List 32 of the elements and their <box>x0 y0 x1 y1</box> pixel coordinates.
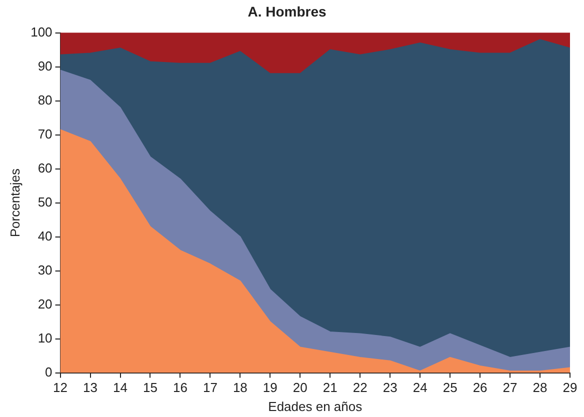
y-tick-label: 90 <box>38 58 52 74</box>
y-tick-label: 100 <box>30 24 52 40</box>
x-tick-label: 20 <box>292 380 308 396</box>
x-tick-label: 28 <box>532 380 548 396</box>
x-tick-label: 15 <box>143 380 158 396</box>
x-tick-label: 12 <box>53 380 68 396</box>
x-axis-title: Edades en años <box>268 398 363 414</box>
x-tick-label: 19 <box>262 380 278 396</box>
y-tick-label: 80 <box>38 92 52 108</box>
y-axis-title: Porcentajes <box>7 168 22 238</box>
x-tick-label: 26 <box>472 380 488 396</box>
x-tick-label: 14 <box>113 380 128 396</box>
x-tick-label: 16 <box>172 380 188 396</box>
x-tick-label: 23 <box>382 380 398 396</box>
y-tick-label: 20 <box>38 296 52 312</box>
x-tick-label: 21 <box>322 380 338 396</box>
x-tick-label: 18 <box>232 380 248 396</box>
x-tick-label: 29 <box>562 380 578 396</box>
x-tick-label: 17 <box>202 380 218 396</box>
y-tick-label: 30 <box>38 262 52 278</box>
x-tick-label: 22 <box>352 380 368 396</box>
y-tick-label: 60 <box>38 160 52 176</box>
chart-title: A. Hombres <box>248 3 326 20</box>
x-tick-label: 24 <box>412 380 428 396</box>
y-tick-label: 50 <box>38 194 52 210</box>
y-tick-label: 40 <box>38 228 52 244</box>
y-tick-label: 70 <box>38 126 52 142</box>
x-tick-label: 25 <box>442 380 458 396</box>
x-tick-label: 13 <box>83 380 98 396</box>
y-tick-label: 10 <box>38 330 52 346</box>
y-tick-label: 0 <box>45 364 52 380</box>
x-tick-label: 27 <box>502 380 518 396</box>
